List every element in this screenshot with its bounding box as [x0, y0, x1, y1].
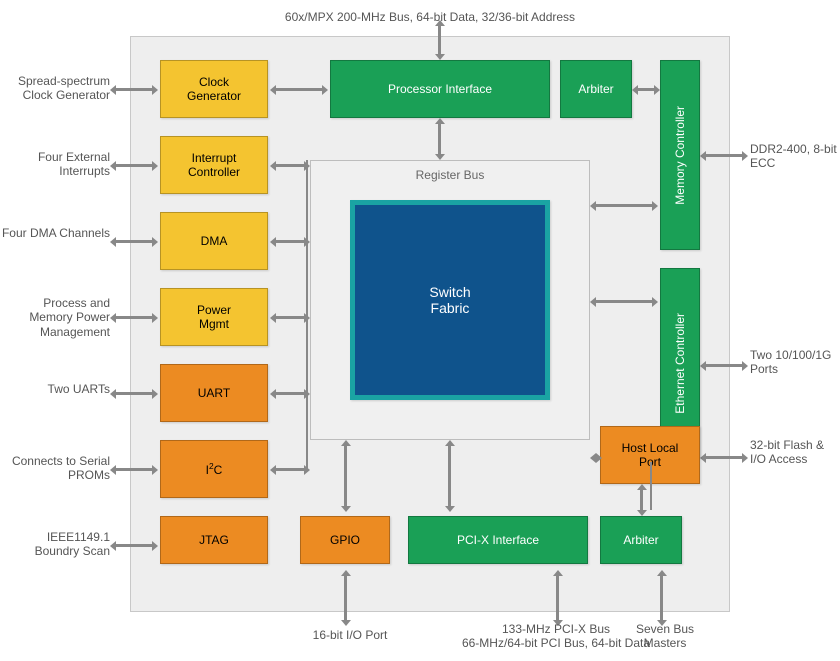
block-jtag: JTAG	[160, 516, 268, 564]
block-clockgen: Clock Generator	[160, 60, 268, 118]
arrow-ext-jtag	[116, 544, 152, 547]
arrow-ext-uart	[116, 392, 152, 395]
arrow-ext-power	[116, 316, 152, 319]
label-hlp-ext: 32-bit Flash & I/O Access	[750, 438, 838, 467]
arrow-arbtop-mem	[638, 88, 654, 91]
label-clockgen-ext: Spread-spectrum Clock Generator	[0, 74, 110, 103]
label-mem-ext: DDR2-400, 8-bit ECC	[750, 142, 838, 171]
arrow-switch-mem	[596, 204, 652, 207]
label-dma-ext: Four DMA Channels	[0, 226, 110, 240]
arrow-ext-hlp	[706, 456, 742, 459]
register-bus-label: Register Bus	[310, 168, 590, 182]
arrow-switch-arbbot	[640, 490, 643, 510]
arrow-switch-gpio	[344, 446, 347, 506]
block-arbiter-bot: Arbiter	[600, 516, 682, 564]
label-eth-ext: Two 10/100/1G Ports	[750, 348, 838, 377]
arrow-clockgen-in	[276, 88, 322, 91]
arrow-switch-eth	[596, 300, 652, 303]
label-power-ext: Process and Memory Power Management	[0, 296, 110, 339]
block-i2c: I2C	[160, 440, 268, 498]
block-switch-fabric: Switch Fabric	[350, 200, 550, 400]
arrow-ext-interrupt	[116, 164, 152, 167]
i2c-label: I2C	[206, 461, 223, 477]
block-dma: DMA	[160, 212, 268, 270]
arrow-bot-arb	[660, 576, 663, 620]
line-hlp-vert	[650, 462, 652, 510]
arrow-dma-in	[276, 240, 304, 243]
arrow-i2c-in	[276, 468, 304, 471]
label-uart-ext: Two UARTs	[0, 382, 110, 396]
caption-top-bus: 60x/MPX 200-MHz Bus, 64-bit Data, 32/36-…	[130, 10, 730, 24]
block-power: Power Mgmt	[160, 288, 268, 346]
caption-bot-masters: Seven Bus Masters	[620, 622, 710, 651]
block-arbiter-top: Arbiter	[560, 60, 632, 118]
mem-ctrl-label: Memory Controller	[673, 106, 687, 205]
arrow-ext-dma	[116, 240, 152, 243]
arrow-switch-pcix	[448, 446, 451, 506]
arrow-ext-mem	[706, 154, 742, 157]
block-gpio: GPIO	[300, 516, 390, 564]
arrow-power-in	[276, 316, 304, 319]
arrow-ext-i2c	[116, 468, 152, 471]
block-pcix: PCI-X Interface	[408, 516, 588, 564]
arrow-bot-gpio	[344, 576, 347, 620]
arrow-ext-eth	[706, 364, 742, 367]
block-uart: UART	[160, 364, 268, 422]
arrow-bot-pcix	[556, 576, 559, 620]
block-mem-ctrl: Memory Controller	[660, 60, 700, 250]
block-interrupt: Interrupt Controller	[160, 136, 268, 194]
label-i2c-ext: Connects to Serial PROMs	[0, 454, 110, 483]
caption-bot-io: 16-bit I/O Port	[280, 628, 420, 642]
eth-ctrl-label: Ethernet Controller	[673, 313, 687, 414]
label-interrupt-ext: Four External Interrupts	[0, 150, 110, 179]
arrow-interrupt-in	[276, 164, 304, 167]
arrow-procif-switch	[438, 124, 441, 154]
arrow-ext-clockgen	[116, 88, 152, 91]
arrow-top-bus	[438, 26, 441, 54]
spine-left	[306, 160, 308, 470]
arrow-uart-in	[276, 392, 304, 395]
label-jtag-ext: IEEE1149.1 Boundry Scan	[0, 530, 110, 559]
block-proc-if: Processor Interface	[330, 60, 550, 118]
